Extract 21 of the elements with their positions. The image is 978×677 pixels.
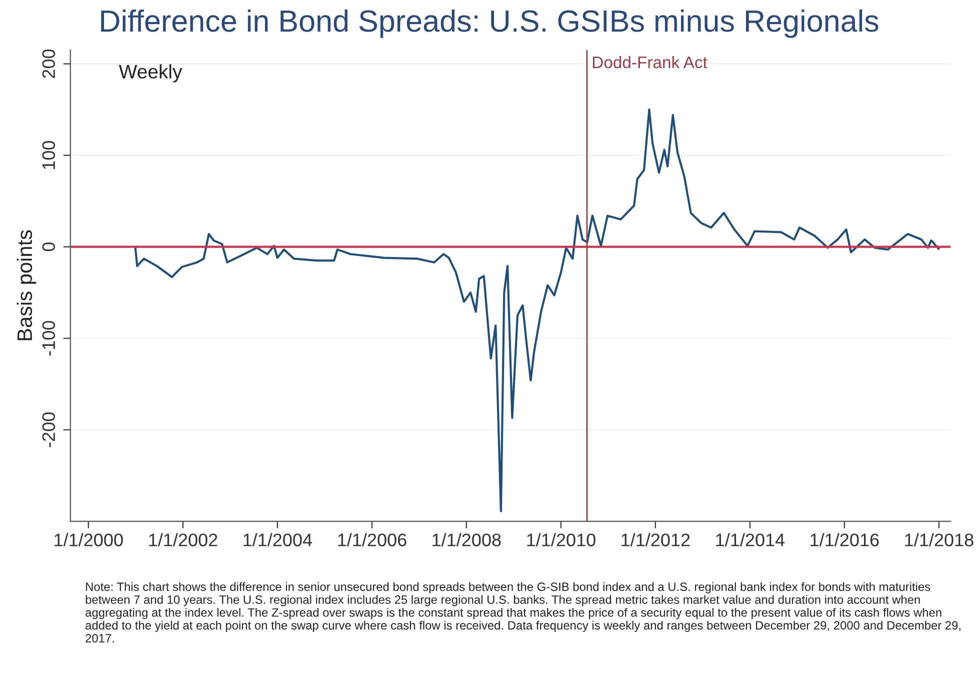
y-tick-label: 100 [42, 140, 56, 169]
x-tick-label: 1/1/2016 [810, 533, 879, 546]
x-tick-label: 1/1/2000 [54, 533, 123, 546]
ref-line-label: Dodd-Frank Act [592, 56, 708, 68]
x-tick-label: 1/1/2002 [149, 533, 218, 546]
y-axis-title: Basis points [16, 230, 36, 340]
x-tick-label: 1/1/2010 [527, 533, 596, 546]
x-tick-label: 1/1/2006 [338, 533, 406, 546]
text: Note: This chart shows the difference in senior unsecured bond spreads between the G-SIB bond index and a U.S. regional bank index for bonds with maturities between 7 and 10 years. The U.S. regional index includes 25 large regional U.S. banks. The spread metric takes market value and duration into account when aggregating at the index level. The Z-spread over swaps is the constant spread that makes the price of a security equal to the present value of its cash flows when added to the yield at each point on the swap curve where cash flow is received. Data frequency is weekly and ranges between December 29, 2000 and December 29, 2017. [86, 582, 960, 642]
x-tick-label: 1/1/2004 [244, 533, 312, 546]
x-tick-label: 1/1/2018 [905, 533, 974, 546]
annotation: Weekly [118, 64, 182, 82]
y-tick-label: 200 [42, 49, 56, 78]
x-tick-label: 1/1/2014 [716, 533, 785, 546]
y-tick-label: -200 [42, 412, 56, 448]
line-series [134, 108, 940, 512]
chart-title: Difference in Bond Spreads: U.S. GSIBs minus Regionals [101, 9, 878, 38]
x-tick-label: 1/1/2008 [432, 533, 501, 546]
y-tick-label: -100 [42, 320, 56, 356]
y-tick-label: 0 [42, 242, 56, 252]
x-tick-label: 1/1/2012 [622, 533, 690, 546]
